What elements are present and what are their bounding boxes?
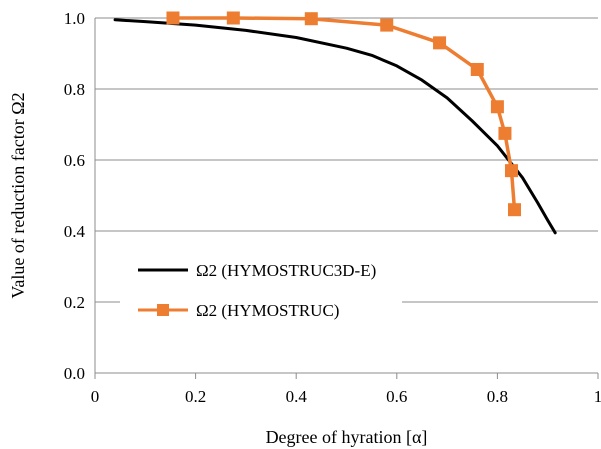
x-axis-title: Degree of hyration [α]: [266, 427, 428, 447]
series-layer: [113, 11, 557, 235]
x-tick-label: 1: [594, 387, 601, 406]
x-tick-label: 0.6: [386, 387, 407, 406]
legend-label-hymostruc3d-e: Ω2 (HYMOSTRUC3D-E): [196, 261, 376, 280]
y-tick-label: 0.6: [64, 151, 85, 170]
series-line-hymostruc3d-e: [113, 18, 557, 235]
legend: Ω2 (HYMOSTRUC3D-E) Ω2 (HYMOSTRUC): [120, 248, 402, 330]
data-point-hymostruc: [504, 164, 518, 178]
y-tick-labels: 0.0 0.2 0.4 0.6 0.8 1.0: [64, 9, 86, 383]
series-line-hymostruc: [171, 16, 517, 212]
legend-background: [120, 248, 402, 330]
data-point-hymostruc: [498, 126, 512, 140]
data-point-hymostruc: [304, 12, 318, 26]
y-tick-label: 0.2: [64, 293, 85, 312]
data-point-hymostruc: [166, 11, 180, 25]
x-tick-label: 0.4: [286, 387, 308, 406]
x-tick-label: 0.8: [487, 387, 508, 406]
data-point-hymostruc: [380, 18, 394, 32]
x-tick-label: 0.2: [185, 387, 206, 406]
x-tick-labels: 0 0.2 0.4 0.6 0.8 1: [91, 387, 601, 406]
data-point-hymostruc: [490, 100, 504, 114]
y-tick-label: 0.0: [64, 364, 85, 383]
y-tick-label: 0.8: [64, 80, 85, 99]
data-point-hymostruc: [433, 36, 447, 50]
data-point-hymostruc: [508, 203, 522, 217]
x-tick-label: 0: [91, 387, 100, 406]
data-point-hymostruc: [226, 11, 240, 25]
legend-marker-hymostruc: [157, 304, 169, 316]
y-tick-label: 0.4: [64, 222, 86, 241]
data-point-hymostruc: [470, 62, 484, 76]
axes: [94, 18, 599, 379]
y-axis-title: Value of reduction factor Ω2: [8, 92, 28, 298]
legend-label-hymostruc: Ω2 (HYMOSTRUC): [196, 301, 339, 320]
y-tick-label: 1.0: [64, 9, 85, 28]
